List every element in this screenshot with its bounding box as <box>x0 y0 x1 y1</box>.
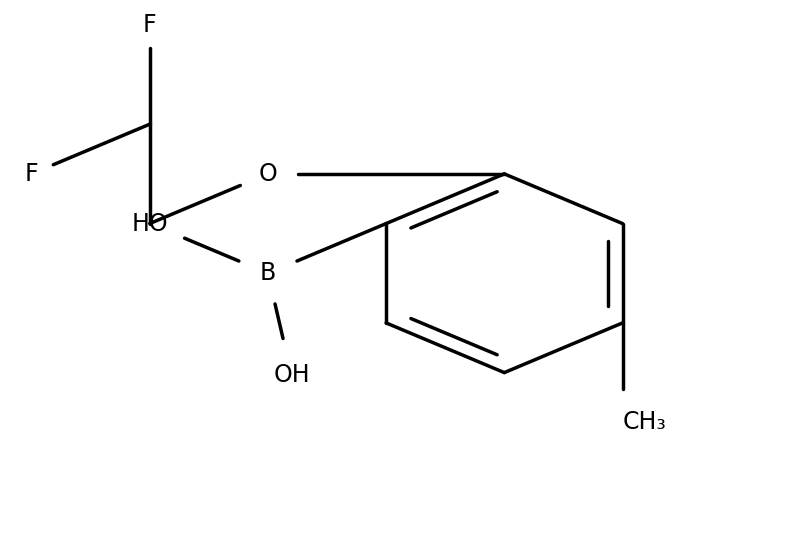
Text: CH₃: CH₃ <box>623 410 667 434</box>
Text: F: F <box>143 13 157 37</box>
Text: B: B <box>260 261 276 285</box>
Text: HO: HO <box>132 211 168 236</box>
Text: O: O <box>258 162 277 186</box>
Text: OH: OH <box>273 363 310 388</box>
Text: F: F <box>24 162 39 186</box>
